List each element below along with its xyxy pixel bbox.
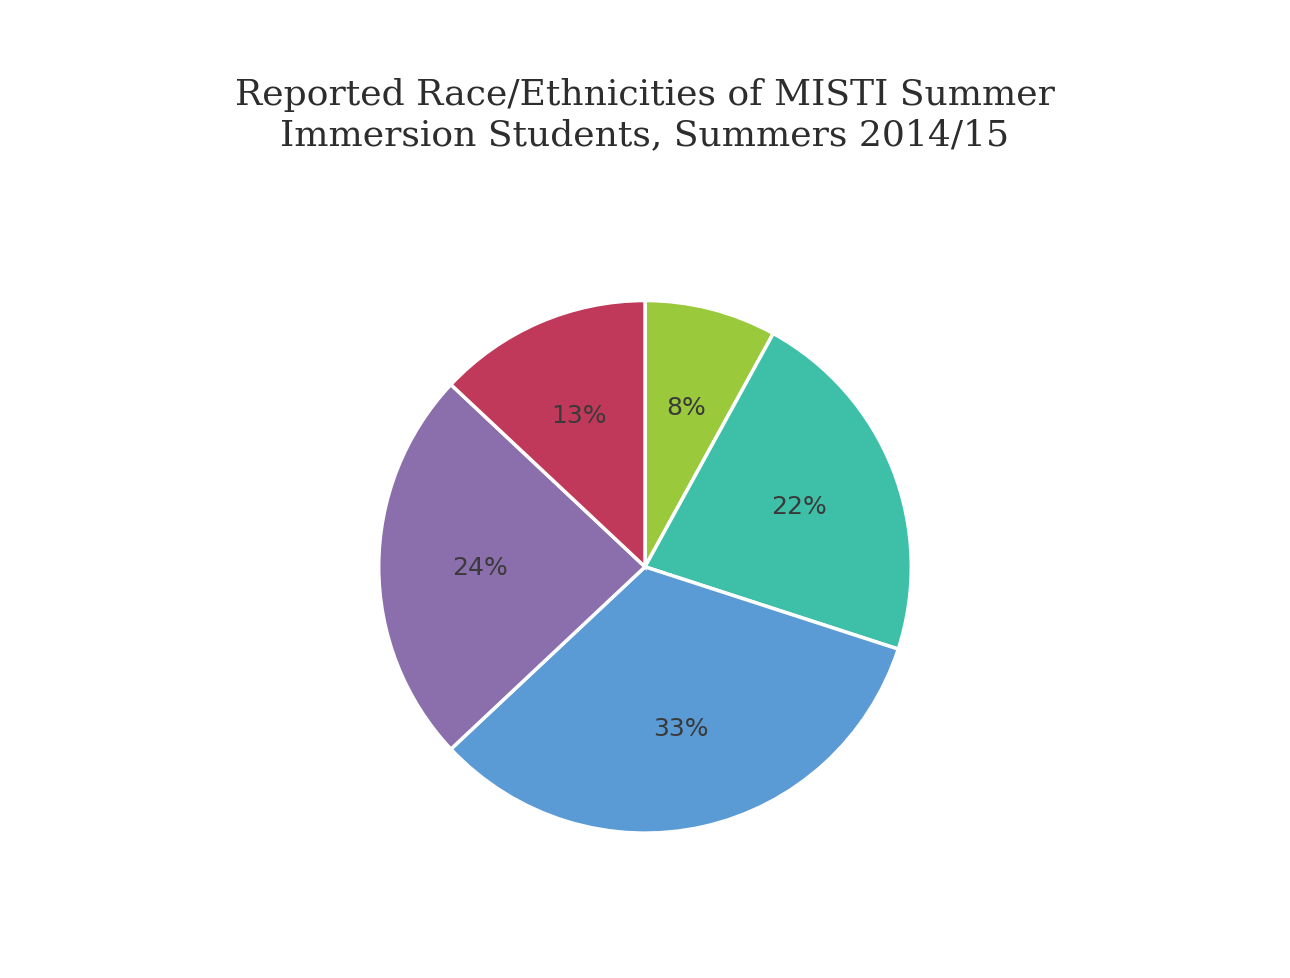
Text: Reported Race/Ethnicities of MISTI Summer
Immersion Students, Summers 2014/15: Reported Race/Ethnicities of MISTI Summe… [235,78,1055,152]
Wedge shape [645,301,773,567]
Wedge shape [645,334,911,649]
Wedge shape [451,567,898,833]
Wedge shape [379,385,645,749]
Wedge shape [451,301,645,567]
Text: 13%: 13% [552,404,608,427]
Legend: Asian, Black, Latino, White, More than 1: Asian, Black, Latino, White, More than 1 [339,970,951,978]
Text: 24%: 24% [451,556,508,579]
Text: 22%: 22% [770,495,827,518]
Text: 8%: 8% [666,395,706,420]
Text: 33%: 33% [653,716,708,740]
